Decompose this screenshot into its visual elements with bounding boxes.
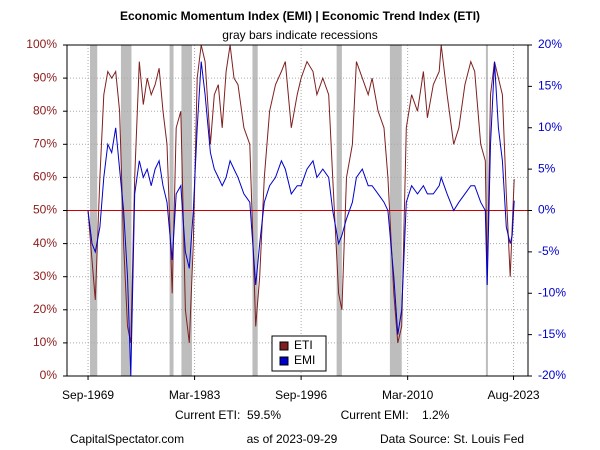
y2-tick-label: 10% — [538, 120, 562, 134]
x-tick-label: Mar-2010 — [382, 388, 434, 402]
y-tick-label: 60% — [33, 170, 57, 184]
series-line — [87, 61, 515, 377]
y-tick-label: 70% — [33, 136, 57, 150]
x-tick-label: Aug-2023 — [488, 388, 540, 402]
y-tick-label: 10% — [33, 335, 57, 349]
y2-tick-label: 20% — [538, 37, 562, 51]
y2-tick-label: -20% — [538, 368, 566, 382]
y-tick-label: 0% — [40, 368, 58, 382]
as-of: as of 2023-09-29 — [247, 432, 338, 446]
y-tick-label: 90% — [33, 70, 57, 84]
x-tick-label: Mar-1983 — [169, 388, 221, 402]
chart-subtitle: gray bars indicate recessions — [222, 28, 377, 42]
y-tick-label: 80% — [33, 103, 57, 117]
source-site: CapitalSpectator.com — [70, 432, 184, 446]
y-tick-label: 40% — [33, 236, 57, 250]
y2-tick-label: 15% — [538, 79, 562, 93]
y2-tick-label: 5% — [538, 161, 556, 175]
x-tick-label: Sep-1969 — [62, 388, 114, 402]
data-source: Data Source: St. Louis Fed — [380, 432, 524, 446]
x-tick-label: Sep-1996 — [275, 388, 327, 402]
plot-frame — [66, 44, 529, 377]
series-line — [87, 44, 515, 344]
y2-tick-label: -5% — [538, 244, 560, 258]
y2-tick-label: 0% — [538, 203, 556, 217]
y2-tick-label: -15% — [538, 327, 566, 341]
legend-label: ETI — [294, 338, 313, 352]
current-emi: Current EMI: 1.2% — [341, 408, 450, 422]
y-tick-label: 50% — [33, 203, 57, 217]
y-tick-label: 30% — [33, 269, 57, 283]
y2-tick-label: -10% — [538, 285, 566, 299]
y-tick-label: 100% — [26, 37, 57, 51]
legend-swatch — [279, 341, 289, 351]
legend-label: EMI — [294, 353, 315, 367]
legend-swatch — [279, 356, 289, 366]
chart-title: Economic Momentum Index (EMI) | Economic… — [120, 9, 480, 23]
current-eti: Current ETI: 59.5% — [175, 408, 281, 422]
y-tick-label: 20% — [33, 302, 57, 316]
